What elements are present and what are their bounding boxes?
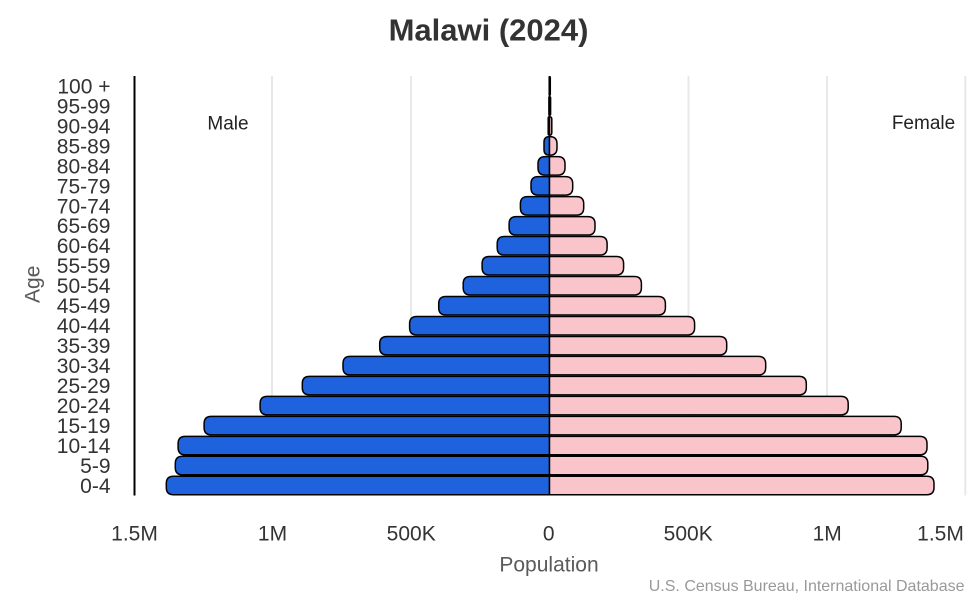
svg-text:Population: Population bbox=[499, 554, 598, 577]
svg-text:50-54: 50-54 bbox=[57, 275, 111, 298]
svg-text:45-49: 45-49 bbox=[57, 295, 111, 318]
svg-text:55-59: 55-59 bbox=[57, 255, 111, 278]
svg-text:Female: Female bbox=[892, 113, 955, 134]
svg-text:100 +: 100 + bbox=[57, 75, 110, 98]
svg-text:60-64: 60-64 bbox=[57, 235, 111, 258]
svg-text:10-14: 10-14 bbox=[57, 435, 111, 458]
svg-text:15-19: 15-19 bbox=[57, 415, 111, 438]
svg-text:1M: 1M bbox=[813, 523, 842, 546]
svg-text:1.5M: 1.5M bbox=[111, 523, 158, 546]
svg-text:500K: 500K bbox=[664, 523, 713, 546]
svg-text:Age: Age bbox=[22, 266, 45, 303]
svg-text:65-69: 65-69 bbox=[57, 215, 111, 238]
svg-text:35-39: 35-39 bbox=[57, 335, 111, 358]
svg-text:70-74: 70-74 bbox=[57, 195, 111, 218]
svg-text:0-4: 0-4 bbox=[80, 475, 111, 498]
svg-text:0: 0 bbox=[543, 523, 555, 546]
svg-text:90-94: 90-94 bbox=[57, 115, 111, 138]
svg-text:Malawi (2024): Malawi (2024) bbox=[389, 13, 589, 48]
svg-text:80-84: 80-84 bbox=[57, 155, 111, 178]
svg-text:30-34: 30-34 bbox=[57, 355, 111, 378]
svg-text:500K: 500K bbox=[387, 523, 436, 546]
svg-text:1M: 1M bbox=[258, 523, 287, 546]
svg-text:U.S. Census Bureau, Internatio: U.S. Census Bureau, International Databa… bbox=[649, 578, 965, 595]
svg-text:95-99: 95-99 bbox=[57, 95, 111, 118]
svg-text:Male: Male bbox=[207, 113, 248, 134]
svg-text:1.5M: 1.5M bbox=[917, 523, 964, 546]
svg-text:75-79: 75-79 bbox=[57, 175, 111, 198]
svg-text:5-9: 5-9 bbox=[80, 455, 110, 478]
svg-text:20-24: 20-24 bbox=[57, 395, 111, 418]
svg-text:85-89: 85-89 bbox=[57, 135, 111, 158]
svg-text:40-44: 40-44 bbox=[57, 315, 111, 338]
svg-text:25-29: 25-29 bbox=[57, 375, 111, 398]
